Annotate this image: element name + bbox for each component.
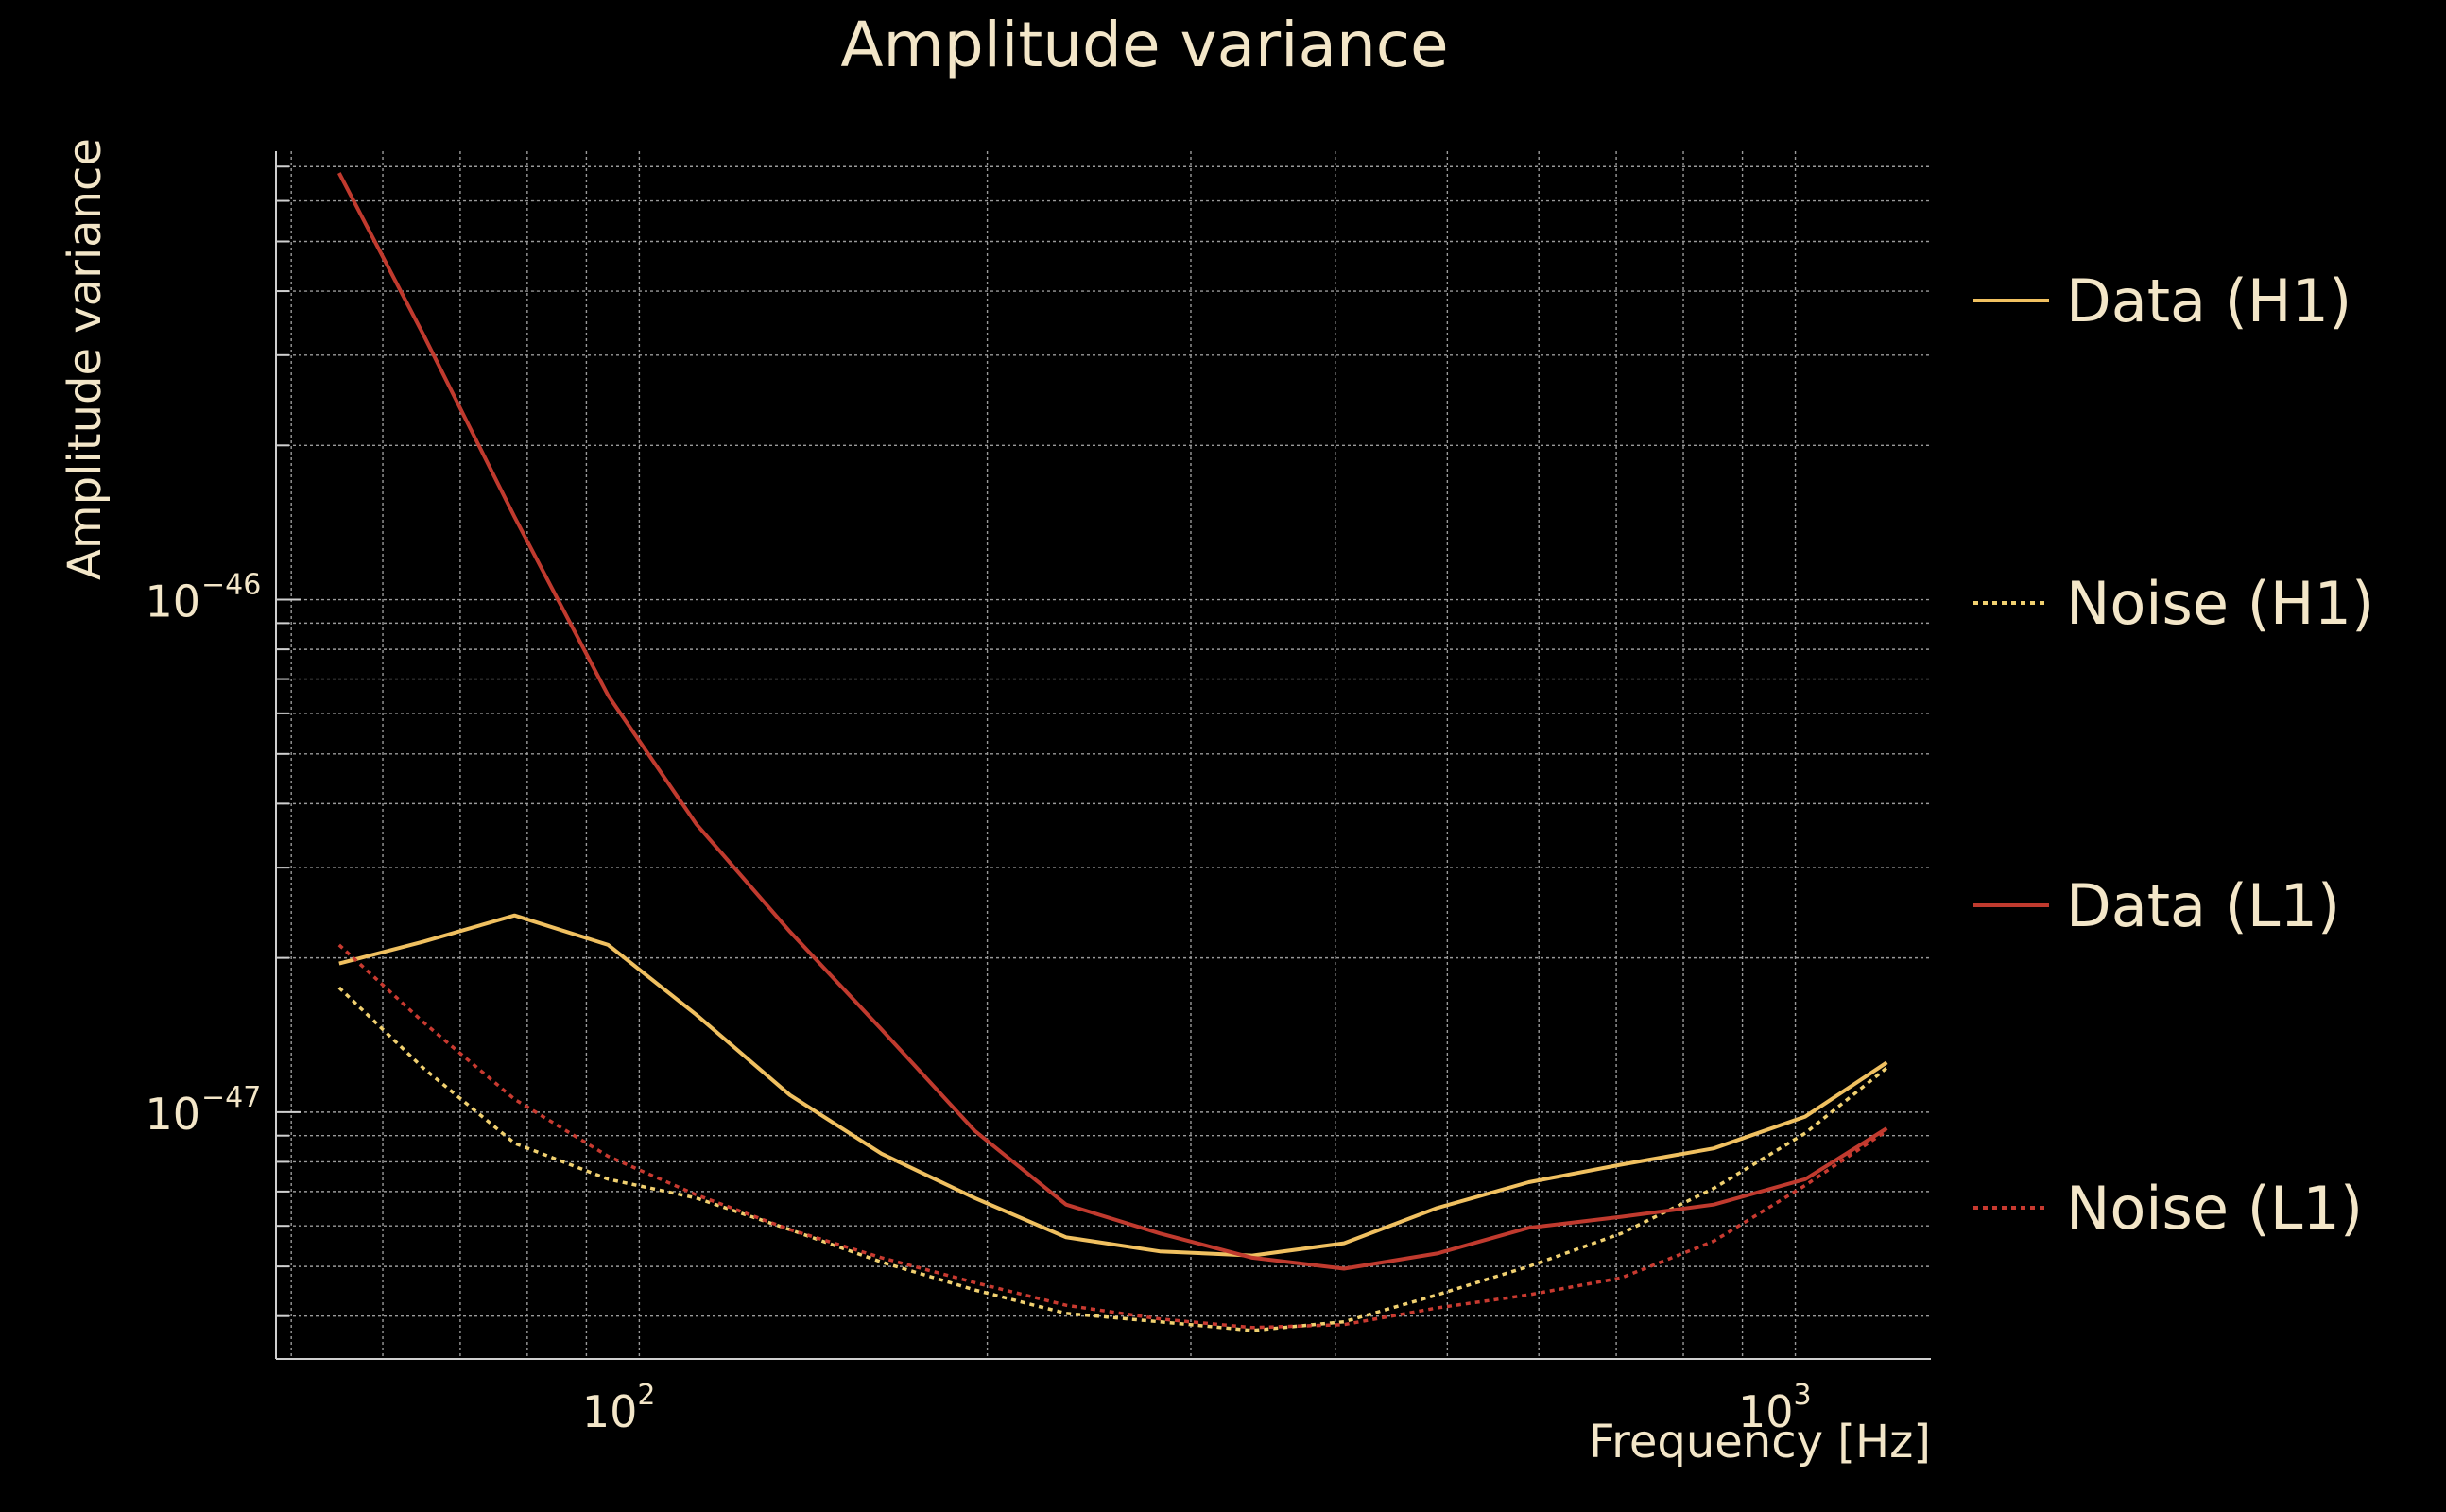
x-tick-base: 10 xyxy=(1738,1386,1794,1437)
legend-item-2: Data (L1) xyxy=(1973,871,2340,940)
legend: Data (H1) Noise (H1) Data (L1) Noise (L1) xyxy=(1973,266,2374,1243)
x-tick-label-1: 10 3 xyxy=(1738,1379,1812,1437)
y-tick-exponent: −46 xyxy=(201,569,261,602)
series-line-3 xyxy=(337,943,1888,1330)
y-tick-label-1: 10 −47 xyxy=(145,1081,261,1140)
x-tick-label-0: 10 2 xyxy=(582,1379,656,1437)
x-tick-base: 10 xyxy=(582,1386,638,1437)
chart-title: Amplitude variance xyxy=(840,9,1448,81)
y-tick-exponent: −47 xyxy=(201,1081,261,1114)
y-tick-label-0: 10 −46 xyxy=(145,569,261,627)
legend-item-0: Data (H1) xyxy=(1973,266,2351,335)
legend-label: Data (H1) xyxy=(2066,266,2351,335)
plot-area xyxy=(337,172,1888,1332)
x-tick-exponent: 3 xyxy=(1794,1379,1812,1412)
legend-item-3: Noise (L1) xyxy=(1973,1174,2363,1243)
grid-lines xyxy=(276,151,1931,1359)
legend-label: Noise (L1) xyxy=(2066,1174,2363,1243)
legend-label: Data (L1) xyxy=(2066,871,2340,940)
legend-item-1: Noise (H1) xyxy=(1973,569,2374,638)
y-tick-base: 10 xyxy=(145,1089,200,1140)
series-line-0 xyxy=(338,913,1888,1258)
x-tick-exponent: 2 xyxy=(637,1379,655,1412)
series-line-2 xyxy=(337,172,1888,1271)
y-tick-base: 10 xyxy=(145,576,200,627)
x-axis-label: Frequency [Hz] xyxy=(1589,1416,1931,1469)
y-axis-label: Amplitude variance xyxy=(59,138,112,580)
axes xyxy=(275,151,1931,1360)
legend-label: Noise (H1) xyxy=(2066,569,2374,638)
series-line-1 xyxy=(337,986,1888,1332)
